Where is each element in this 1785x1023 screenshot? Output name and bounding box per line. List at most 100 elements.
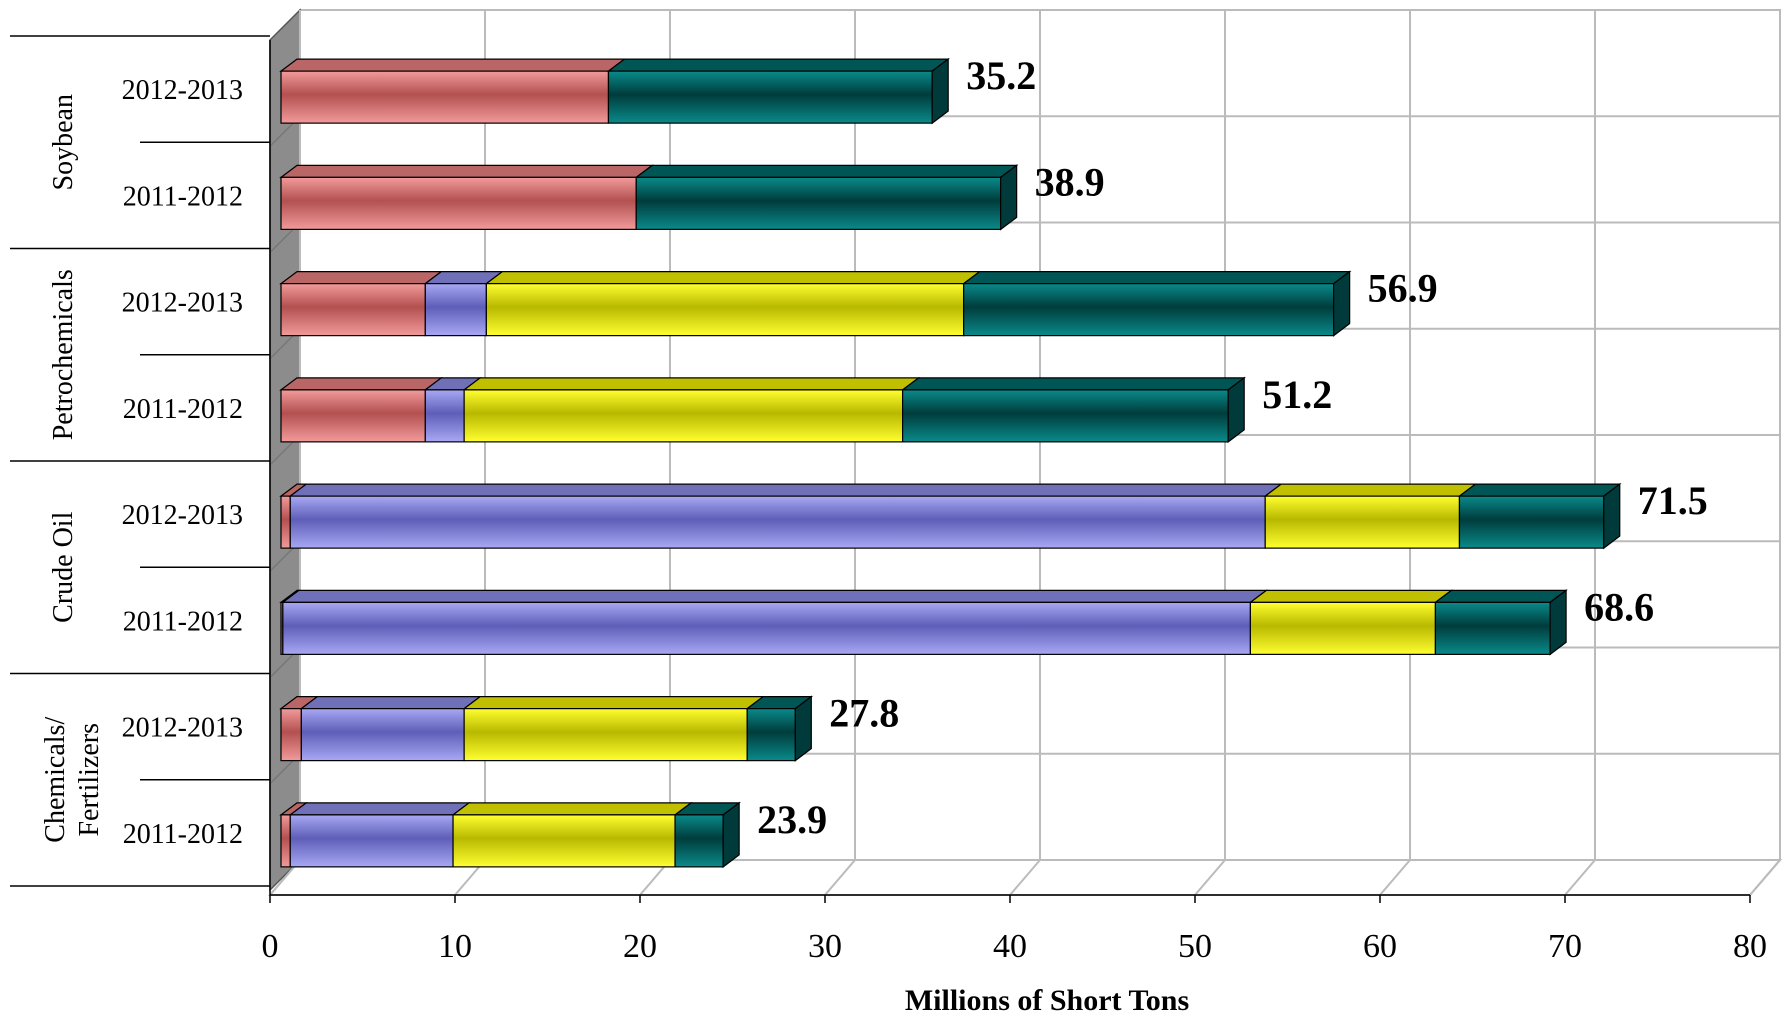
- bar-end-cap: [1333, 270, 1351, 337]
- bar-segment: [452, 814, 676, 868]
- group-label-line: Crude Oil: [48, 511, 79, 622]
- bar-segment-top: [288, 802, 471, 816]
- group-label: Crude Oil: [48, 511, 79, 622]
- bar-total-label: 71.5: [1638, 478, 1708, 523]
- bar-total-label: 68.6: [1584, 584, 1654, 629]
- bar-total-label: 23.9: [757, 797, 827, 842]
- bar-segment-top: [606, 58, 951, 72]
- label-layer: Soybean Petrochemicals Crude Oil Chemicals/…: [40, 53, 1708, 850]
- x-tick-label: 60: [1363, 928, 1397, 965]
- bar-segment-top: [299, 696, 482, 710]
- bar-segment-top: [1248, 589, 1454, 603]
- bar-total-label: 51.2: [1262, 372, 1332, 417]
- bar-segment-top: [279, 58, 627, 72]
- bar-segment: [282, 601, 1251, 655]
- x-tick-label: 30: [808, 928, 842, 965]
- bar-segment: [463, 389, 904, 443]
- bar-layer: [279, 57, 1622, 869]
- year-label: 2012-2013: [122, 713, 243, 744]
- floor-gridline: [1379, 859, 1411, 896]
- bar-segment-top: [961, 271, 1352, 285]
- bar-segment-top: [1457, 483, 1622, 497]
- year-label: 2012-2013: [122, 500, 243, 531]
- year-label: 2012-2013: [122, 75, 243, 106]
- bar-segment: [280, 708, 302, 762]
- x-tick-label: 70: [1548, 928, 1582, 965]
- floor-gridline: [1009, 859, 1041, 896]
- bar-segment-top: [279, 377, 444, 391]
- bar-total-label: 35.2: [966, 53, 1036, 98]
- floor-gridline: [1564, 859, 1596, 896]
- bar-segment: [463, 708, 748, 762]
- year-label: 2011-2012: [123, 819, 243, 850]
- bar-segment-top: [462, 696, 766, 710]
- bar-segment-top: [279, 271, 444, 285]
- bar-segment-top: [462, 377, 921, 391]
- year-label: 2012-2013: [122, 288, 243, 319]
- bar-end-cap: [1549, 589, 1567, 656]
- group-label-line: Chemicals/: [40, 717, 71, 843]
- bar-total-label: 27.8: [829, 691, 899, 736]
- x-tick-label: 50: [1178, 928, 1212, 965]
- bar-segment: [289, 814, 454, 868]
- x-tick-label: 80: [1733, 928, 1767, 965]
- bar-segment: [280, 176, 637, 230]
- bar-end-cap: [722, 801, 740, 869]
- year-label: 2011-2012: [123, 606, 243, 637]
- bar-segment-top: [900, 377, 1246, 391]
- bar-segment-top: [1263, 483, 1478, 497]
- year-label: 2011-2012: [123, 394, 243, 425]
- bar-segment-top: [288, 483, 1283, 497]
- x-tick-label: 20: [623, 928, 657, 965]
- bar-segment-top: [281, 589, 1269, 603]
- bar-end-cap: [1000, 164, 1018, 231]
- bar-segment-top: [451, 802, 693, 816]
- bar-total-label: 56.9: [1368, 266, 1438, 311]
- year-label: 2011-2012: [123, 181, 243, 212]
- group-label-line: Fertilizers: [74, 723, 105, 837]
- group-label-line: Soybean: [48, 94, 79, 190]
- x-tick-label: 40: [993, 928, 1027, 965]
- bar-segment: [674, 814, 724, 868]
- bar-segment: [635, 176, 1002, 230]
- bar-end-cap: [794, 695, 812, 762]
- bar-end-cap: [1227, 376, 1245, 444]
- bar-segment: [424, 283, 487, 337]
- floor-gridline: [1194, 859, 1226, 896]
- bar-segment: [1249, 601, 1437, 655]
- floor-gridline: [824, 859, 856, 896]
- bar-segment-top: [484, 271, 982, 285]
- group-label: Petrochemicals: [48, 269, 79, 440]
- bar-segment: [1458, 495, 1605, 549]
- bar-total-label: 38.9: [1035, 159, 1105, 204]
- group-label: Soybean: [48, 94, 79, 190]
- bar-segment: [280, 70, 610, 124]
- bar-segment: [289, 495, 1266, 549]
- bar-segment: [901, 389, 1229, 443]
- x-tick-label: 0: [262, 928, 279, 965]
- bar-segment: [746, 708, 796, 762]
- x-tick-label: 10: [438, 928, 472, 965]
- bar-segment: [1434, 601, 1551, 655]
- bar-segment: [607, 70, 933, 124]
- bar-segment: [280, 283, 426, 337]
- x-axis-title: Millions of Short Tons: [905, 984, 1189, 1017]
- bar-segment: [485, 283, 965, 337]
- bar-segment: [300, 708, 465, 762]
- bar-segment: [424, 389, 465, 443]
- grid-layer: [267, 8, 1783, 896]
- group-label: Chemicals/Fertilizers: [40, 717, 105, 843]
- floor-gridline: [1749, 859, 1781, 896]
- bar-segment: [963, 283, 1335, 337]
- bar-segment: [280, 389, 426, 443]
- axis-layer: 0 10 20 30 40 50 60 70 80: [10, 35, 1767, 965]
- bar-segment-top: [1433, 589, 1568, 603]
- bar-segment-top: [279, 164, 655, 178]
- bar-end-cap: [1603, 482, 1621, 550]
- bar-segment-top: [634, 164, 1019, 178]
- bar-segment: [280, 495, 291, 549]
- bar-segment: [280, 814, 291, 868]
- bar-segment: [1264, 495, 1461, 549]
